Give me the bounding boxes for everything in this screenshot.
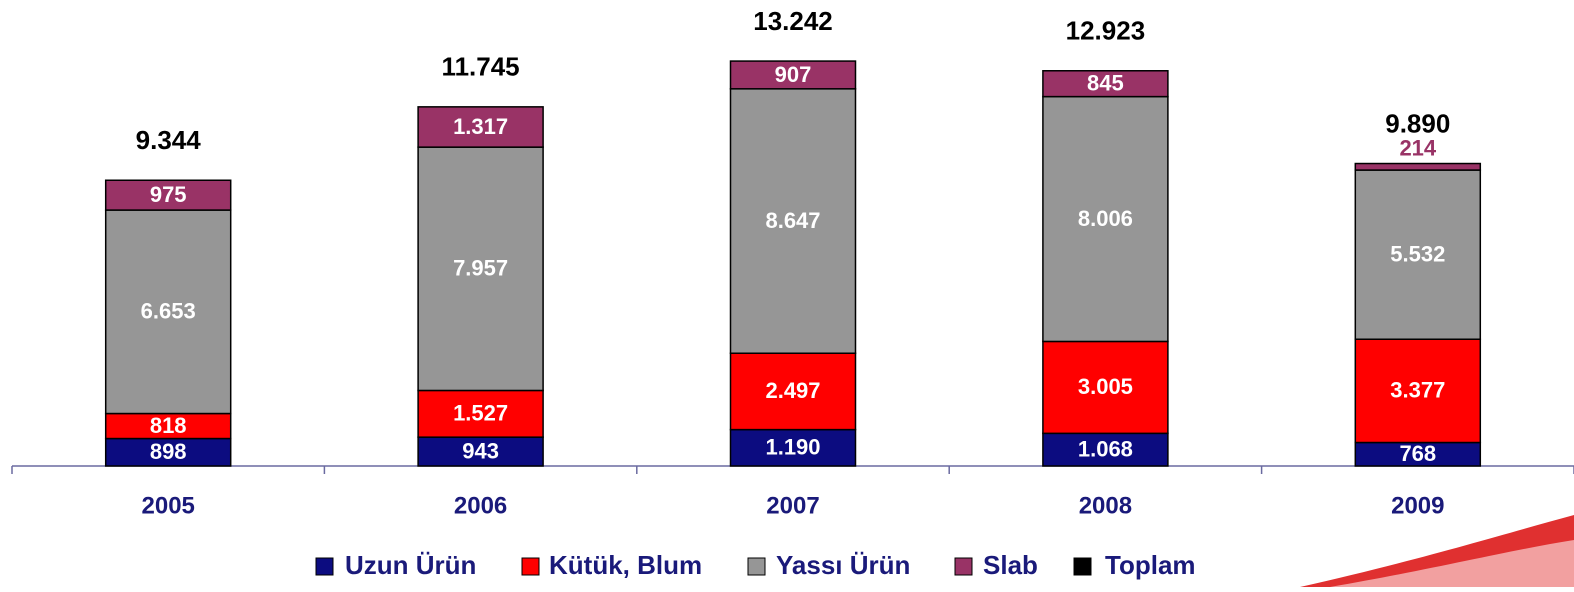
legend-label: Yassı Ürün (776, 550, 910, 580)
bar-segment (1042, 340, 1169, 435)
value-label: 818 (150, 413, 187, 438)
bar-segment (1042, 70, 1169, 98)
x-tick-label: 2005 (142, 492, 195, 519)
value-label: 975 (150, 182, 187, 207)
legend-label: Uzun Ürün (345, 550, 476, 580)
value-label: 907 (775, 62, 812, 87)
value-label: 943 (462, 438, 499, 463)
value-label: 2.497 (765, 378, 820, 403)
total-label: 9.890 (1385, 108, 1450, 138)
value-label: 845 (1087, 70, 1124, 95)
bar-segment (104, 437, 232, 467)
value-label: 1.527 (453, 401, 508, 426)
x-tick-label: 2008 (1079, 492, 1132, 519)
value-label: 6.653 (141, 299, 196, 324)
legend-swatch (747, 557, 766, 576)
decoration (1330, 540, 1574, 587)
legend-label: Slab (983, 550, 1038, 580)
bar-segment (1354, 162, 1482, 171)
legend-swatch (1073, 557, 1092, 576)
bar-segment (104, 179, 232, 211)
bar-segment (417, 436, 544, 467)
total-label: 11.745 (442, 52, 520, 82)
bar-segment (729, 352, 857, 431)
bar-segment (104, 209, 232, 415)
legend-swatch (521, 557, 540, 576)
value-label: 8.647 (765, 208, 820, 233)
value-label: 8.006 (1078, 206, 1133, 231)
x-tick-label: 2006 (454, 492, 507, 519)
bar-segment (729, 428, 857, 467)
value-label: 3.005 (1078, 374, 1133, 399)
bar-segment (1354, 338, 1482, 444)
bar-segment (417, 106, 544, 148)
value-label: 3.377 (1390, 378, 1445, 403)
bar-segment (1042, 432, 1169, 467)
total-label: 9.344 (136, 125, 202, 155)
legend-label: Kütük, Blum (549, 550, 702, 580)
value-label: 214 (1399, 135, 1436, 160)
x-tick-label: 2009 (1391, 492, 1444, 519)
bar-segment (729, 88, 857, 354)
value-label: 1.190 (765, 435, 820, 460)
legend-swatch (954, 557, 973, 576)
total-label: 12.923 (1066, 16, 1146, 46)
value-label: 768 (1399, 441, 1436, 466)
value-label: 5.532 (1390, 241, 1445, 266)
value-label: 7.957 (453, 256, 508, 281)
bar-segment (417, 146, 544, 392)
bar-segment (729, 60, 857, 90)
total-label: 13.242 (753, 6, 833, 36)
value-label: 1.317 (453, 114, 508, 139)
value-label: 1.068 (1078, 436, 1133, 461)
x-tick-label: 2007 (766, 492, 819, 519)
value-label: 898 (150, 439, 187, 464)
legend-swatch (315, 557, 334, 576)
bar-segment (104, 412, 232, 440)
bar-segment (1042, 95, 1169, 343)
legend-label: Toplam (1105, 550, 1196, 580)
bar-segment (417, 389, 544, 438)
